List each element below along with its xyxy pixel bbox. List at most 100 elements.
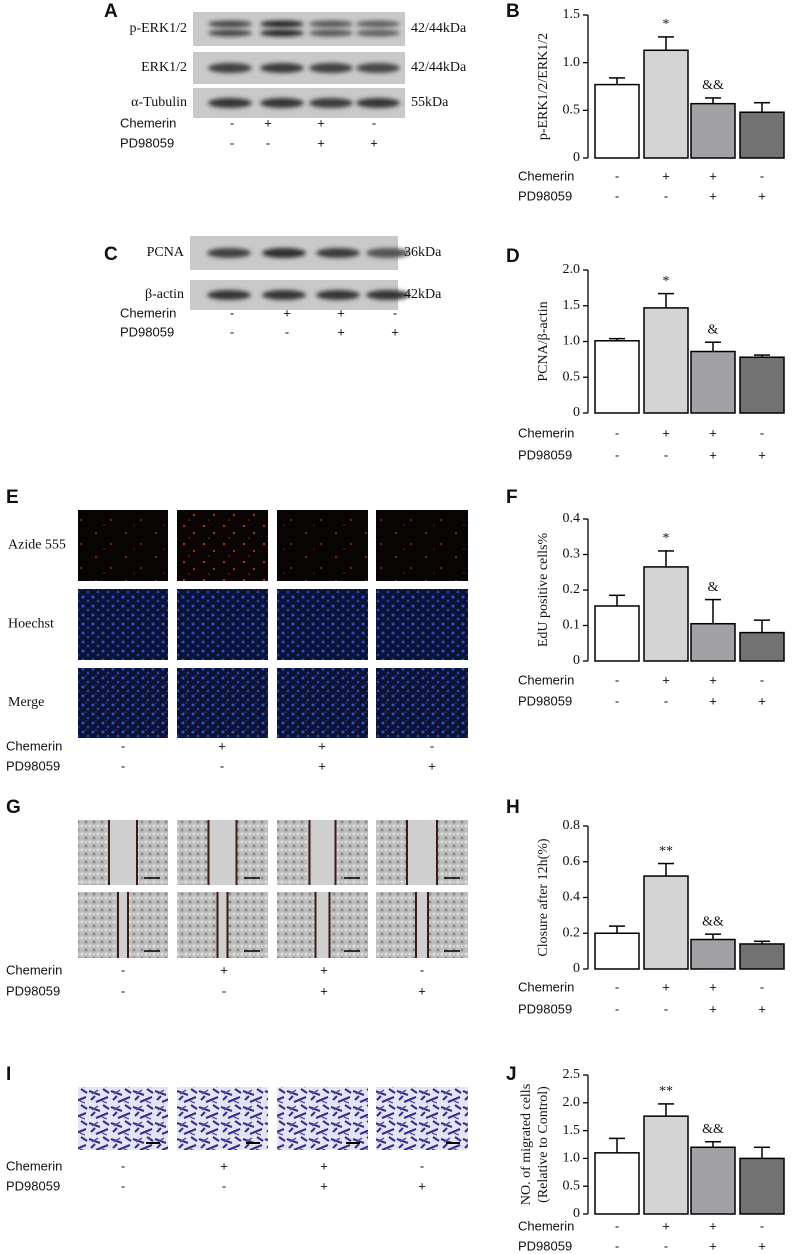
blot-band [208,20,252,28]
y-tick-label: 1.0 [563,334,581,349]
bar [643,875,689,970]
protein-label: PCNA [147,245,185,260]
bar [739,631,785,662]
blot-band [356,63,400,73]
blot-band [260,63,304,73]
blot-band [316,290,360,300]
bar [690,350,736,414]
treatment-mark: - [664,1238,668,1253]
treatment-mark: - [420,1158,424,1173]
treatment-label: PD98059 [120,135,174,150]
treatment-mark: - [285,324,289,339]
transwell-image [376,1087,468,1150]
y-axis-label: (Relative to Control) [536,1086,551,1203]
micrograph [277,668,368,738]
significance-label: ** [659,844,673,859]
treatment-mark: - [664,188,668,203]
y-tick-label: 1.5 [563,7,581,22]
y-tick-label: 0 [573,150,580,165]
treatment-mark: - [220,758,224,773]
y-axis-label: p-ERK1/2/ERK1/2 [536,33,551,140]
treatment-mark: + [337,324,345,339]
panels: Ap-ERK1/2 42/44kDa ERK1/2 42/44kDa α-Tubulin… [6,1,785,1253]
blot-band [208,98,252,108]
treatment-mark: - [230,115,234,130]
treatment-mark: + [317,135,325,150]
treatment-mark: + [662,979,670,994]
y-axis-label: NO. of migrated cells [519,1084,534,1205]
bar [594,605,640,662]
treatment-mark: + [662,672,670,687]
treatment-mark: + [709,1218,717,1233]
micrograph [376,668,468,738]
treatment-mark: - [615,425,619,440]
protein-label: p-ERK1/2 [129,21,187,36]
blot-band [309,98,353,108]
treatment-mark: - [615,1001,619,1016]
treatment-mark: + [317,115,325,130]
protein-label: ERK1/2 [141,60,187,75]
bar [690,102,736,159]
bar [643,1115,689,1215]
treatment-label: Chemerin [6,738,62,753]
y-tick-label: 0.2 [563,925,581,940]
treatment-mark: + [709,425,717,440]
y-tick-label: 0 [573,1206,580,1221]
treatment-mark: + [758,693,766,708]
transwell-image [177,1087,268,1150]
blot-band [356,20,400,28]
blot-band [366,248,410,258]
treatment-label: Chemerin [518,1218,574,1233]
treatment-mark: - [760,979,764,994]
treatment-mark: + [709,1238,717,1253]
treatment-mark: - [420,962,424,977]
row-label: Hoechst [8,617,54,632]
y-tick-label: 2.0 [563,262,581,277]
significance-label: ** [659,1084,673,1099]
treatment-label: PD98059 [518,447,572,462]
y-tick-label: 1.5 [563,298,581,313]
panel-letter: J [506,1064,517,1085]
treatment-label: PD98059 [518,693,572,708]
bar [594,1152,640,1215]
treatment-mark: - [222,983,226,998]
blot-band [207,248,251,258]
treatment-mark: + [318,738,326,753]
treatment-label: PD98059 [518,1001,572,1016]
panel-letter: I [6,1064,11,1085]
treatment-mark: - [760,672,764,687]
y-tick-label: 1.0 [563,55,581,70]
treatment-mark: + [758,1001,766,1016]
blot-band [309,20,353,28]
bar [594,932,640,970]
treatment-label: PD98059 [120,324,174,339]
blot-band [260,20,304,28]
blot-band [309,29,353,37]
wound-gap [118,892,128,958]
row-label: Azide 555 [8,538,66,553]
treatment-mark: + [662,168,670,183]
y-tick-label: 2.5 [563,1067,581,1082]
treatment-mark: + [758,188,766,203]
significance-label: && [702,78,724,93]
micrograph [78,589,168,660]
bar [690,622,736,662]
treatment-mark: - [664,693,668,708]
treatment-label: Chemerin [120,305,176,320]
micrograph [376,510,468,581]
y-tick-label: 0.8 [563,818,581,833]
blot-band [208,29,252,37]
treatment-label: PD98059 [6,983,60,998]
panel-letter: A [104,1,118,22]
treatment-mark: - [230,305,234,320]
wound-gap [407,820,437,885]
treatment-mark: + [220,1158,228,1173]
blot-band [309,63,353,73]
treatment-mark: + [283,305,291,320]
y-tick-label: 0.5 [563,1178,581,1193]
y-tick-label: 0.4 [563,511,581,526]
transwell-image [78,1087,168,1150]
treatment-mark: - [430,738,434,753]
bar [739,111,785,159]
